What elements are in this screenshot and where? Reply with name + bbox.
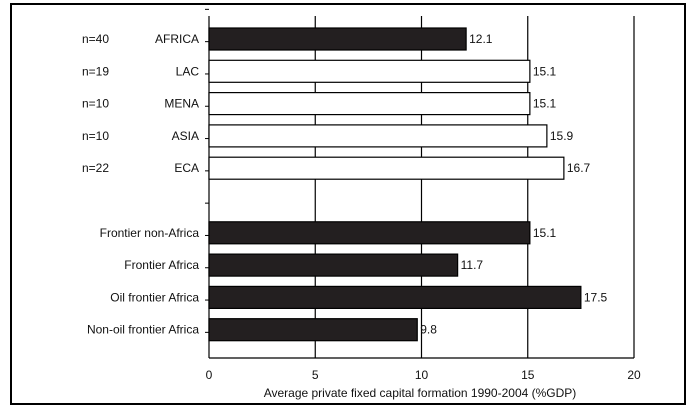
- x-tick-10: 10: [415, 368, 429, 382]
- bar-asia: [208, 124, 548, 148]
- x-tick-15: 15: [521, 368, 535, 382]
- bar-mena: [208, 91, 531, 116]
- category-labels: AFRICA LAC MENA ASIA ECA Frontier non-Africa F…: [87, 32, 199, 337]
- sample-size-label: n=10: [82, 129, 109, 143]
- category-label: LAC: [176, 64, 200, 78]
- category-label: Non-oil frontier Africa: [87, 323, 199, 337]
- bar-lac: [208, 59, 531, 83]
- bars: [208, 27, 582, 342]
- bar-non-oil-frontier-africa: [208, 318, 418, 342]
- value-label: 15.1: [533, 97, 557, 111]
- sample-size-label: n=19: [82, 64, 109, 78]
- chart-frame: [10, 3, 686, 405]
- category-label: Frontier non-Africa: [100, 226, 200, 240]
- value-label: 11.7: [461, 258, 484, 272]
- category-label: ASIA: [172, 129, 199, 143]
- sample-size-labels: n=40 n=19 n=10 n=10 n=22: [82, 32, 109, 175]
- bar-africa: [208, 27, 467, 51]
- bar-oil-frontier-africa: [208, 285, 582, 309]
- value-label: 16.7: [567, 161, 591, 175]
- bar-eca: [208, 156, 565, 180]
- category-label: ECA: [174, 161, 199, 175]
- x-axis-label: Average private fixed capital formation …: [264, 386, 577, 400]
- sample-size-label: n=40: [82, 32, 109, 46]
- sample-size-label: n=10: [82, 97, 109, 111]
- sample-size-label: n=22: [82, 161, 109, 175]
- value-label: 17.5: [584, 290, 608, 304]
- x-tick-0: 0: [206, 368, 213, 382]
- x-tick-5: 5: [312, 368, 319, 382]
- value-label: 9.8: [420, 323, 437, 337]
- value-label: 15.1: [533, 226, 557, 240]
- category-label: AFRICA: [155, 32, 199, 46]
- bar-frontier-africa: [208, 253, 459, 277]
- value-label: 12.1: [469, 32, 493, 46]
- category-label: MENA: [164, 97, 199, 111]
- bar-frontier-non-africa: [208, 221, 531, 245]
- category-label: Frontier Africa: [124, 258, 199, 272]
- category-label: Oil frontier Africa: [110, 290, 199, 304]
- value-label: 15.1: [533, 64, 557, 78]
- value-label: 15.9: [550, 129, 574, 143]
- x-tick-20: 20: [627, 368, 641, 382]
- x-tick-labels: 0 5 10 15 20: [206, 368, 641, 382]
- value-labels: 12.1 15.1 15.1 15.9 16.7 15.1 11.7 17.5 9.8: [420, 32, 607, 337]
